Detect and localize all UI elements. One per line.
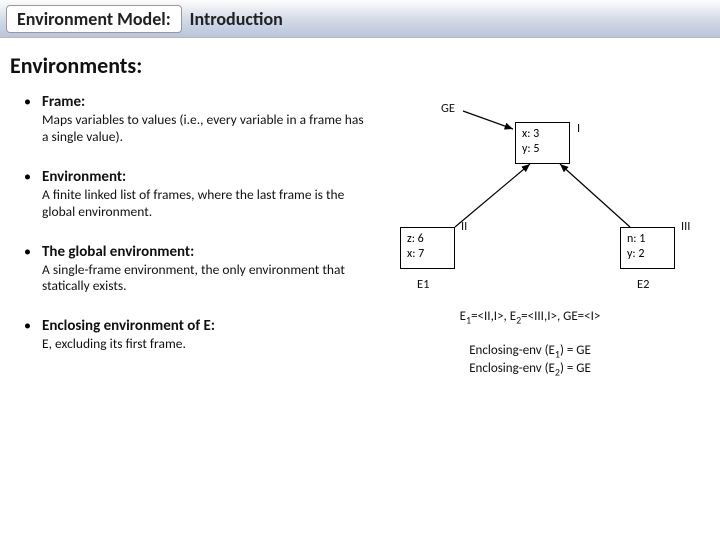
- frame-i: x: 3 y: 5: [515, 122, 570, 164]
- frame-var: x: 3: [522, 127, 563, 142]
- bullet-title: Enclosing environment of E:: [42, 317, 365, 335]
- section-heading: Environments:: [10, 52, 706, 79]
- frame-iii-label: III: [681, 219, 690, 234]
- e1-label: E1: [417, 277, 429, 292]
- bullet-title: The global environment:: [42, 243, 365, 261]
- ge-label: GE: [441, 101, 455, 116]
- bullet-frame: Frame: Maps variables to values (i.e., e…: [28, 93, 365, 146]
- frame-ii-label: II: [461, 219, 467, 234]
- frame-i-label: I: [577, 121, 580, 136]
- bullet-title: Environment:: [42, 168, 365, 186]
- bullet-desc: A single-frame environment, the only env…: [42, 262, 365, 296]
- bullet-title: Frame:: [42, 93, 365, 111]
- frame-var: y: 2: [627, 247, 668, 262]
- caption-enclosing: Enclosing-env (E1) = GE Enclosing-env (E…: [365, 343, 695, 378]
- title-rest: Introduction: [190, 8, 283, 30]
- content: Environments: Frame: Maps variables to v…: [0, 38, 720, 397]
- bullet-desc: E, excluding its first frame.: [42, 336, 365, 353]
- edge-ge: [463, 111, 513, 129]
- e2-label: E2: [637, 277, 649, 292]
- edge-iii-i: [560, 164, 630, 227]
- bullet-desc: Maps variables to values (i.e., every va…: [42, 112, 365, 146]
- bullet-desc: A finite linked list of frames, where th…: [42, 187, 365, 221]
- edge-ii-i: [455, 164, 530, 227]
- caption-envs: E1=<II,I>, E2=<III,I>, GE=<I>: [365, 309, 695, 327]
- frame-var: n: 1: [627, 232, 668, 247]
- frame-var: z: 6: [407, 232, 448, 247]
- env-diagram: GE x: 3 y: 5 I z: 6 x: 7 II n: 1 y: 2 II…: [365, 97, 695, 397]
- bullet-global-env: The global environment: A single-frame e…: [28, 243, 365, 296]
- title-pill: Environment Model:: [6, 5, 182, 33]
- bullet-environment: Environment: A finite linked list of fra…: [28, 168, 365, 221]
- frame-var: y: 5: [522, 142, 563, 157]
- bullet-list: Frame: Maps variables to values (i.e., e…: [10, 93, 365, 397]
- frame-ii: z: 6 x: 7: [400, 227, 455, 269]
- bullet-enclosing-env: Enclosing environment of E: E, excluding…: [28, 317, 365, 353]
- frame-iii: n: 1 y: 2: [620, 227, 675, 269]
- frame-var: x: 7: [407, 247, 448, 262]
- title-bar: Environment Model: Introduction: [0, 0, 720, 38]
- diagram-area: GE x: 3 y: 5 I z: 6 x: 7 II n: 1 y: 2 II…: [365, 93, 695, 397]
